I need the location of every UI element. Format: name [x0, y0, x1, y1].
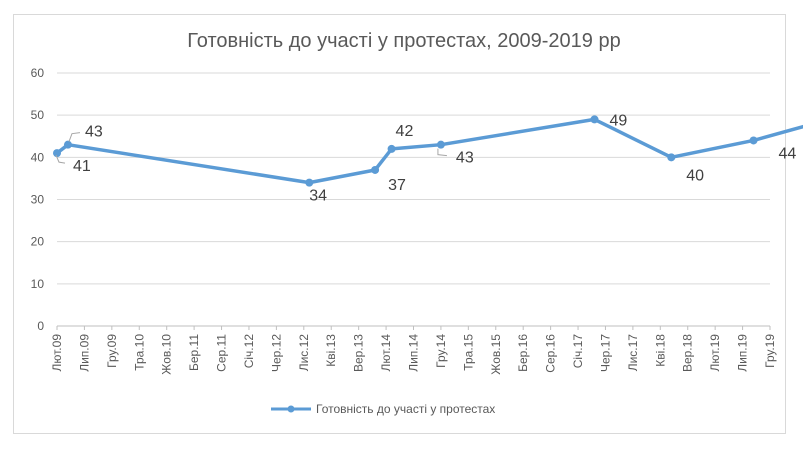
data-label: 34 — [309, 188, 327, 205]
data-point — [387, 144, 396, 153]
data-label: 37 — [388, 177, 406, 194]
y-tick-label: 60 — [31, 66, 45, 80]
chart-frame — [13, 14, 786, 434]
x-tick-label: Тра.10 — [132, 334, 146, 371]
y-tick-label: 0 — [37, 319, 44, 333]
x-tick-label: Бер.11 — [187, 334, 201, 371]
x-tick-label: Вер.13 — [352, 334, 366, 372]
x-tick-label: Лют.19 — [708, 334, 722, 372]
data-label: 49 — [609, 112, 627, 129]
x-tick-label: Кві.18 — [653, 334, 667, 367]
x-tick-label: Чер.12 — [269, 334, 283, 372]
data-label: 43 — [85, 124, 103, 141]
x-tick-label: Лют.09 — [50, 334, 64, 372]
data-point — [749, 136, 758, 145]
x-tick-label: Лип.19 — [736, 334, 750, 372]
data-label: 43 — [456, 150, 474, 167]
data-point — [63, 140, 72, 149]
x-tick-label: Тра.15 — [461, 334, 475, 371]
data-labels: 41433437424349404448 — [55, 112, 797, 205]
y-tick-label: 20 — [31, 235, 45, 249]
x-tick-label: Сер.11 — [215, 334, 229, 372]
x-tick-label: Лис.12 — [297, 334, 311, 372]
x-tick-label: Гру.19 — [763, 334, 777, 368]
label-leader-line — [55, 154, 66, 164]
y-tick-label: 30 — [31, 193, 45, 207]
y-tick-label: 10 — [31, 277, 45, 291]
data-label: 42 — [396, 123, 414, 140]
y-tick-label: 50 — [31, 108, 45, 122]
data-point — [667, 153, 676, 162]
x-tick-label: Кві.13 — [324, 334, 338, 367]
x-tick-label: Гру.14 — [434, 334, 448, 368]
data-point — [53, 149, 61, 158]
x-tick-label: Січ.17 — [571, 334, 585, 369]
y-axis: 0 10 20 30 40 50 60 — [31, 66, 45, 333]
data-point — [590, 115, 599, 124]
data-label: 44 — [779, 145, 797, 162]
x-tick-label: Гру.09 — [105, 334, 119, 368]
x-tick-label: Січ.12 — [242, 334, 256, 369]
gridlines — [57, 72, 770, 327]
x-tick-label: Чер.17 — [598, 334, 612, 372]
x-tick-label: Жов.10 — [160, 334, 174, 375]
x-tick-label: Жов.15 — [489, 334, 503, 375]
series-layer — [53, 115, 803, 187]
x-tick-label: Лип.14 — [407, 334, 421, 372]
x-tick-label: Сер.16 — [544, 334, 558, 373]
legend: Готовність до участі у протестах — [271, 402, 495, 416]
legend-label: Готовність до участі у протестах — [316, 402, 495, 416]
data-point — [305, 178, 314, 187]
x-tick-label: Вер.18 — [681, 334, 695, 372]
data-point — [371, 165, 380, 174]
series-line — [55, 117, 803, 185]
data-label: 41 — [73, 158, 91, 175]
x-tick-label: Лис.17 — [626, 334, 640, 372]
data-point — [436, 140, 445, 149]
x-axis: Лют.09 Лип.09 Гру.09 Тра.10 Жов.10 Бер.11 Сер.… — [50, 326, 777, 375]
x-tick-label: Бер.16 — [516, 334, 530, 372]
data-label: 40 — [686, 167, 704, 184]
label-leader-line — [68, 132, 81, 142]
label-leader-line — [437, 148, 447, 157]
y-tick-label: 40 — [31, 150, 45, 164]
x-tick-label: Лип.09 — [77, 334, 91, 372]
legend-marker — [287, 405, 295, 413]
chart-title: Готовність до участі у протестах, 2009-2… — [187, 30, 620, 52]
x-tick-label: Лют.14 — [379, 334, 393, 372]
